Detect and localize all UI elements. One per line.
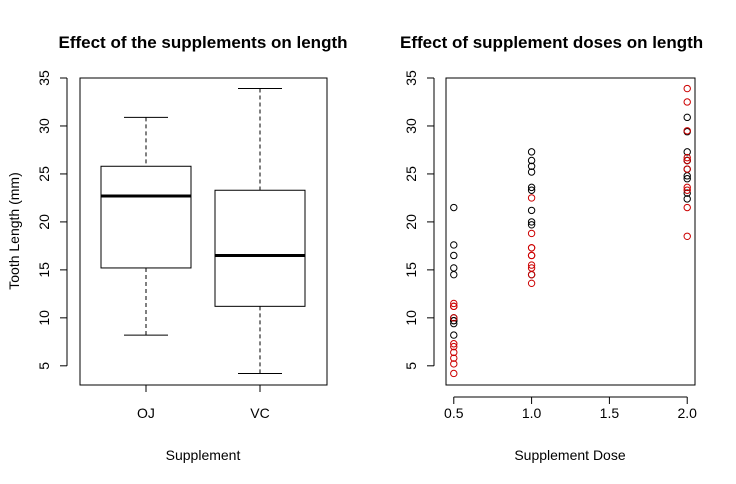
- x-tick-label: 1.5: [600, 405, 620, 421]
- scatter-x-axis: 0.5 1.0 1.5 2.0: [444, 396, 697, 421]
- scatter-point-red: [683, 84, 691, 93]
- scatter-points: [450, 84, 691, 378]
- scatter-point-red: [683, 156, 691, 165]
- scatter-point-black: [450, 203, 458, 212]
- scatter-point-black: [450, 241, 458, 249]
- boxplot-x-label: Supplement: [166, 447, 241, 463]
- scatter-point-red: [527, 270, 536, 279]
- scatter-point-red: [683, 186, 691, 194]
- y-tick-label: 35: [36, 70, 52, 86]
- boxplot-panel: Effect of the supplements on length 5 10 1…: [6, 33, 348, 463]
- y-tick-label: 30: [36, 118, 52, 134]
- scatter-point-black: [527, 186, 536, 194]
- scatter-point-red: [527, 279, 536, 288]
- scatter-point-black: [450, 251, 458, 260]
- y-tick-label: 25: [403, 166, 419, 182]
- scatter-point-black: [450, 317, 458, 325]
- scatter-point-red: [450, 340, 458, 348]
- scatter-point-black: [683, 175, 691, 183]
- boxplot-frame: [79, 77, 328, 386]
- scatter-point-red: [450, 342, 458, 351]
- scatter-point-red: [450, 299, 458, 308]
- scatter-point-black: [683, 148, 691, 156]
- boxplot-y-label: Tooth Length (mm): [6, 172, 22, 290]
- y-tick-label: 5: [36, 362, 52, 370]
- scatter-point-red: [683, 232, 691, 240]
- x-tick-label: VC: [250, 405, 269, 421]
- scatter-point-black: [527, 218, 536, 226]
- scatter-point-red: [527, 229, 536, 238]
- scatter-point-red: [450, 369, 458, 378]
- scatter-point-black: [450, 270, 458, 279]
- y-tick-label: 20: [403, 214, 419, 230]
- scatter-point-red: [683, 153, 691, 162]
- x-tick-label: 2.0: [677, 405, 697, 421]
- scatter-point-red: [450, 360, 458, 368]
- scatter-point-red: [683, 98, 691, 106]
- y-tick-label: 20: [36, 214, 52, 230]
- scatter-point-black: [683, 189, 691, 197]
- scatter-point-black: [683, 113, 691, 122]
- boxplot-title: Effect of the supplements on length: [58, 33, 347, 52]
- scatter-point-black: [527, 183, 536, 192]
- y-tick-label: 15: [403, 262, 419, 278]
- y-tick-label: 10: [403, 310, 419, 326]
- y-tick-label: 15: [36, 262, 52, 278]
- x-tick-label: 0.5: [444, 405, 464, 421]
- scatter-point-black: [527, 168, 536, 176]
- scatter-point-red: [683, 127, 691, 135]
- y-tick-label: 35: [403, 70, 419, 86]
- scatter-title: Effect of supplement doses on length: [400, 33, 703, 52]
- scatter-x-label: Supplement Dose: [514, 447, 626, 463]
- scatter-y-axis: 5 10 15 20 25 30 35: [403, 70, 435, 370]
- scatter-point-red: [683, 165, 691, 173]
- scatter-point-black: [527, 206, 536, 215]
- scatter-point-black: [450, 264, 458, 272]
- scatter-point-black: [450, 319, 458, 328]
- boxplot-x-axis: OJ VC: [137, 384, 270, 421]
- scatter-point-black: [527, 162, 536, 170]
- y-tick-label: 25: [36, 166, 52, 182]
- scatter-point-black: [683, 195, 691, 203]
- scatter-point-red: [527, 244, 536, 252]
- box-iqr: [100, 165, 192, 269]
- scatter-point-black: [527, 221, 536, 229]
- x-tick-label: 1.0: [522, 405, 542, 421]
- scatter-panel: Effect of supplement doses on length 5 10…: [400, 33, 703, 463]
- scatter-point-red: [450, 302, 458, 311]
- scatter-point-red: [683, 183, 691, 192]
- scatter-point-red: [527, 251, 536, 260]
- scatter-point-red: [450, 348, 458, 357]
- y-tick-label: 30: [403, 118, 419, 134]
- box-iqr: [214, 189, 306, 307]
- y-tick-label: 10: [36, 310, 52, 326]
- scatter-point-red: [683, 203, 691, 212]
- x-tick-label: OJ: [137, 405, 155, 421]
- scatter-point-black: [527, 156, 536, 165]
- scatter-point-red: [527, 261, 536, 269]
- scatter-point-red: [527, 194, 536, 202]
- scatter-point-black: [450, 331, 458, 339]
- scatter-point-black: [527, 148, 536, 156]
- scatter-frame: [445, 77, 696, 386]
- scatter-point-red: [450, 354, 458, 362]
- scatter-point-red: [450, 314, 458, 322]
- y-tick-label: 5: [403, 362, 419, 370]
- boxplot-y-axis: 5 10 15 20 25 30 35: [36, 70, 68, 370]
- boxplot-marks: [100, 88, 306, 374]
